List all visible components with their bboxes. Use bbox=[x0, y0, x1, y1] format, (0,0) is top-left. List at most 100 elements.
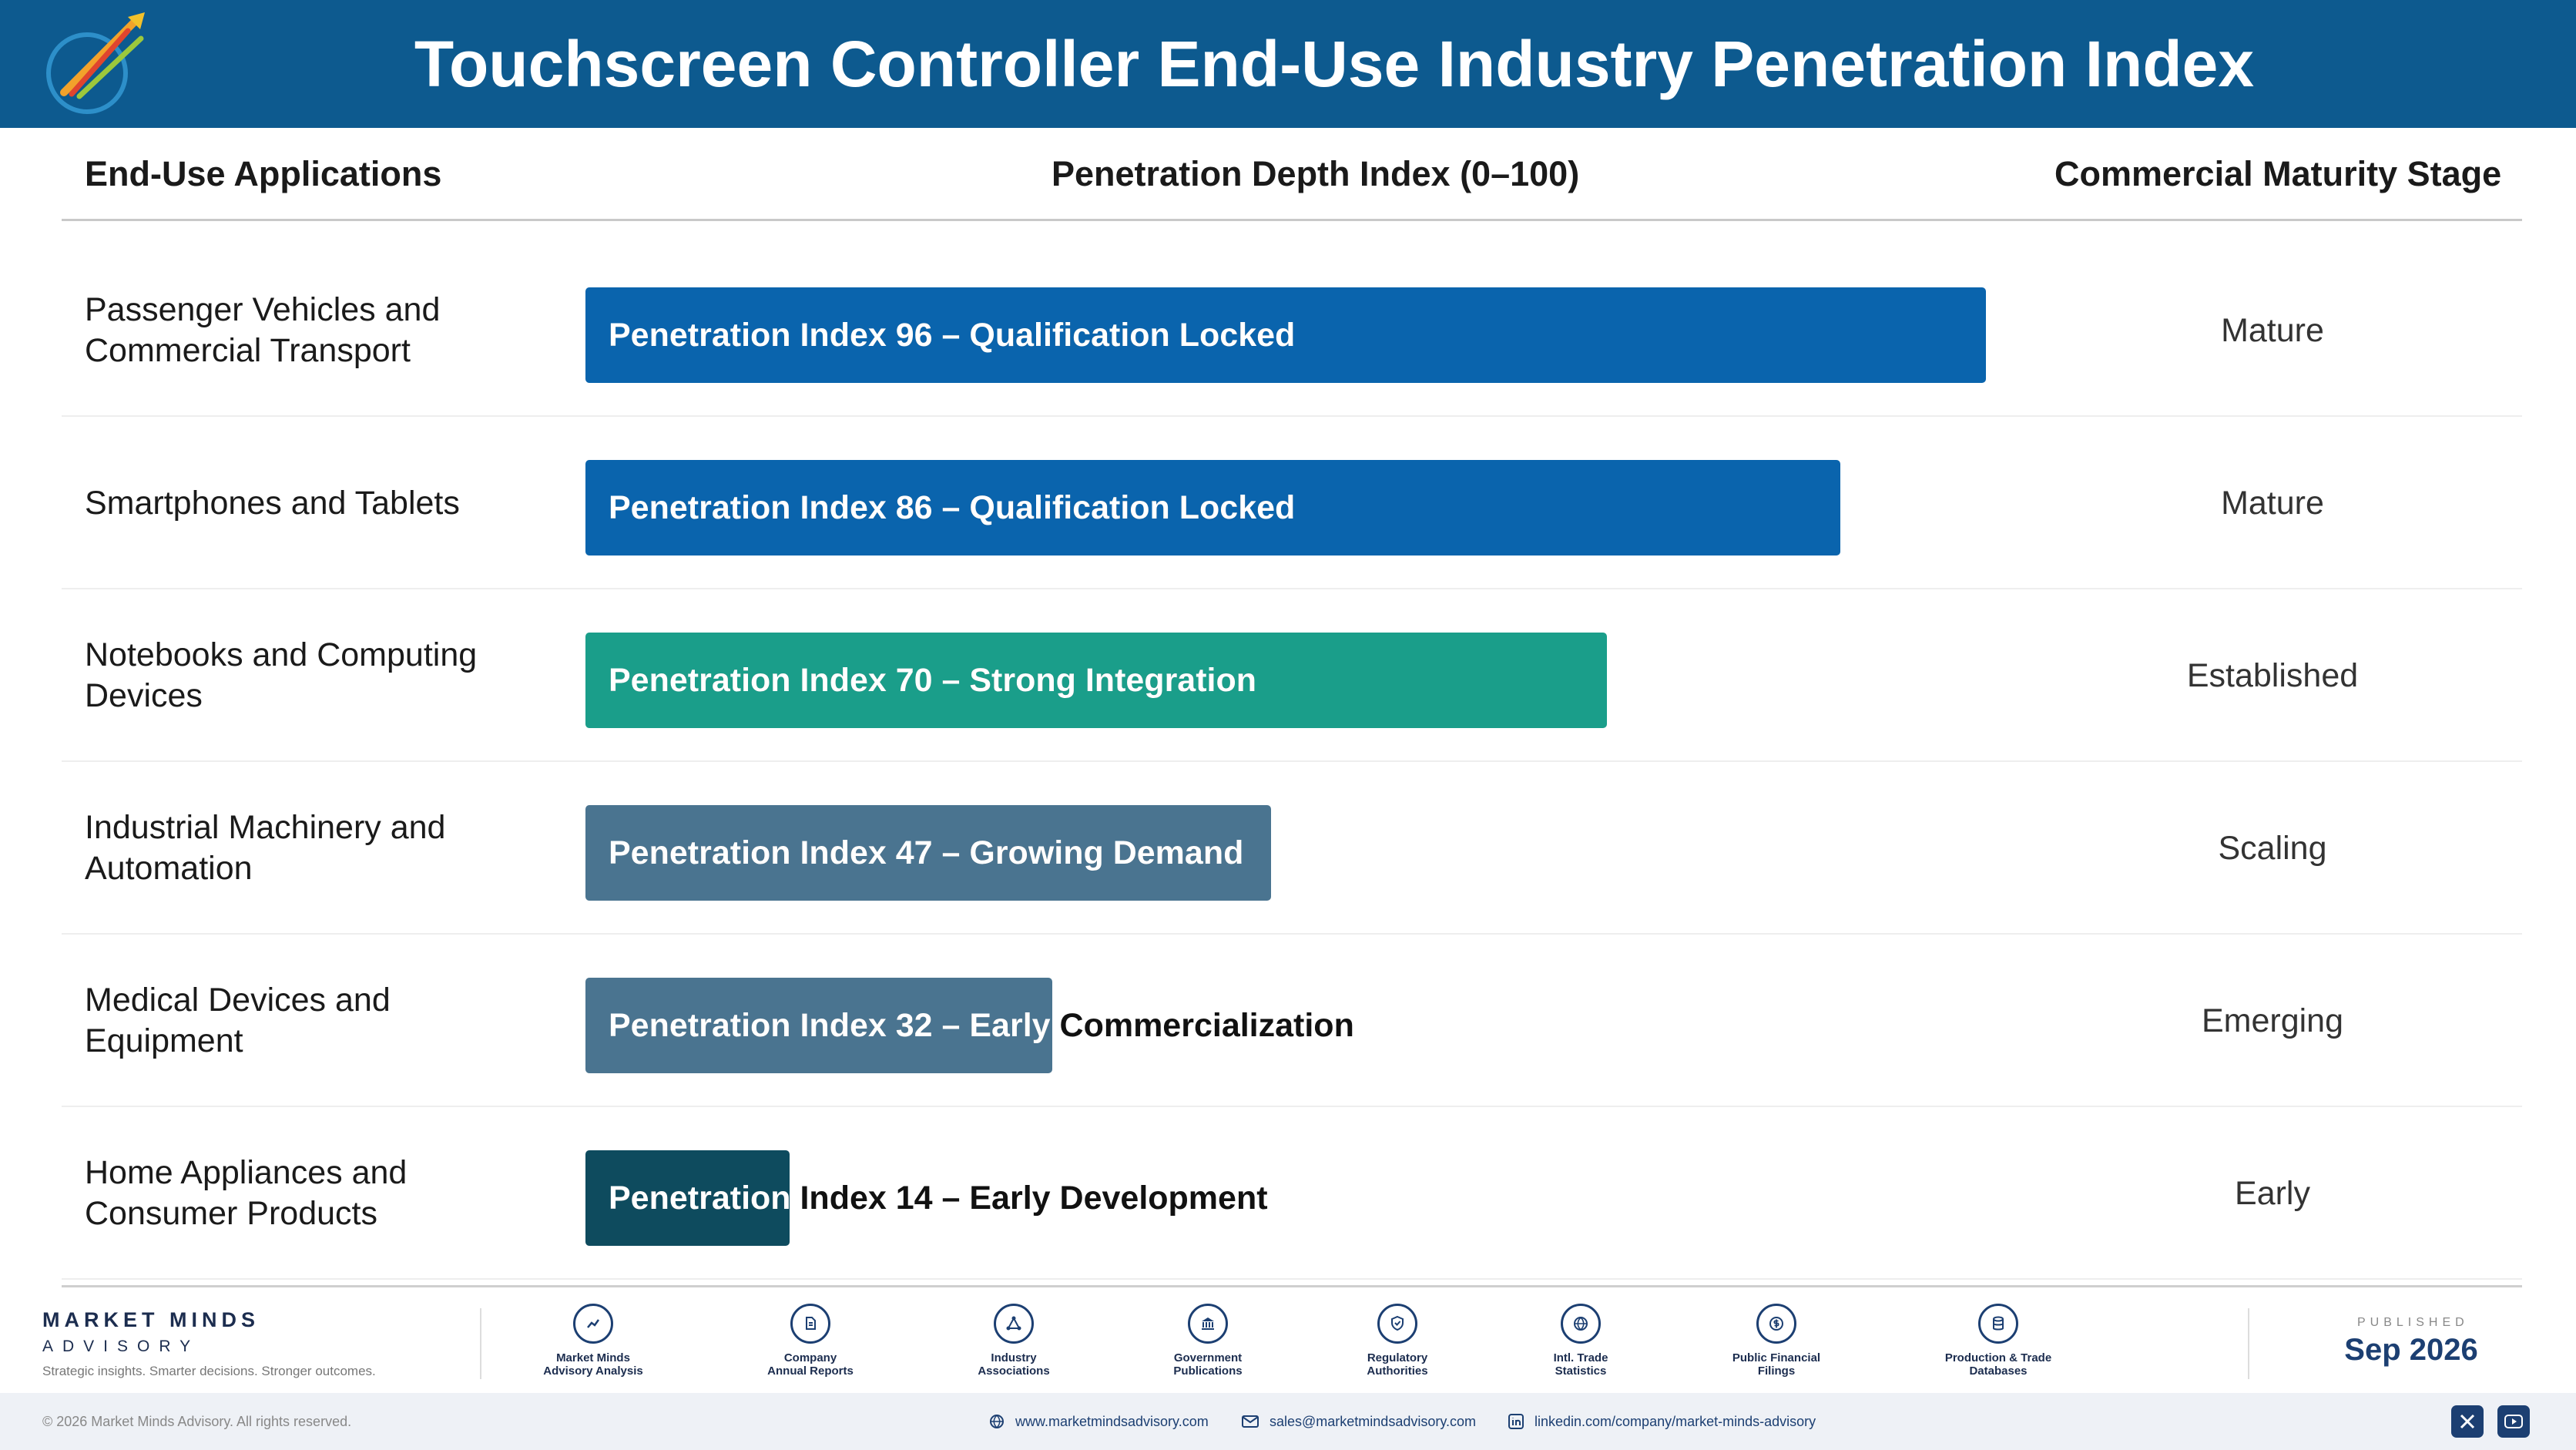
source-label-line2: Advisory Analysis bbox=[543, 1364, 643, 1378]
maturity-stage: Mature bbox=[2221, 485, 2324, 522]
source-item: Government Publications bbox=[1131, 1304, 1285, 1378]
website-text: www.marketmindsadvisory.com bbox=[1015, 1413, 1209, 1429]
maturity-stage: Mature bbox=[2221, 312, 2324, 349]
linkedin-icon bbox=[1508, 1414, 1524, 1429]
bar bbox=[585, 805, 1271, 901]
chart-row: Industrial Machinery and Automation Penet… bbox=[62, 762, 2522, 935]
linkedin-link[interactable]: linkedin.com/company/market-minds-adviso… bbox=[1508, 1393, 1816, 1450]
chart-row: Smartphones and Tablets Penetration Index… bbox=[62, 417, 2522, 589]
globe-icon bbox=[1561, 1304, 1601, 1344]
maturity-stage: Emerging bbox=[2201, 1002, 2344, 1039]
globe-icon bbox=[990, 1415, 1004, 1429]
source-label-line2: Filings bbox=[1757, 1364, 1796, 1378]
source-label-line1: Intl. Trade bbox=[1553, 1351, 1608, 1364]
copyright: © 2026 Market Minds Advisory. All rights… bbox=[42, 1414, 352, 1429]
coin-icon bbox=[1756, 1304, 1796, 1344]
bar bbox=[585, 978, 1052, 1073]
source-label: Government Publications bbox=[1131, 1351, 1285, 1378]
chart-row: Notebooks and Computing Devices Penetrati… bbox=[62, 589, 2522, 762]
chart-bottom-divider bbox=[62, 1285, 2522, 1287]
published-label: PUBLISHED bbox=[2357, 1316, 2469, 1329]
column-header-stage: Commercial Maturity Stage bbox=[2054, 154, 2502, 193]
source-item: Company Annual Reports bbox=[733, 1304, 887, 1378]
footer-divider bbox=[480, 1308, 481, 1379]
header-banner: Touchscreen Controller End-Use Industry … bbox=[0, 0, 2576, 128]
category-label: Notebooks and Computing Devices bbox=[85, 636, 478, 714]
bar-label-overlay: Penetration Index 70 – Strong Integratio… bbox=[609, 662, 1257, 699]
brand-name: MARKET MINDS bbox=[42, 1308, 260, 1331]
row-divider bbox=[62, 1106, 2522, 1107]
chart-row: Home Appliances and Consumer Products Pen… bbox=[62, 1107, 2522, 1280]
bar bbox=[585, 287, 1986, 383]
bar bbox=[585, 1150, 790, 1246]
source-label-line2: Authorities bbox=[1367, 1364, 1428, 1378]
source-item: Market Minds Advisory Analysis bbox=[516, 1304, 670, 1378]
youtube-icon bbox=[2504, 1415, 2523, 1428]
bar bbox=[585, 633, 1607, 728]
source-label: Company Annual Reports bbox=[733, 1351, 887, 1378]
brand-tagline: Strategic insights. Smarter decisions. S… bbox=[42, 1364, 376, 1378]
source-item: Industry Associations bbox=[937, 1304, 1091, 1378]
source-label-line2: Publications bbox=[1173, 1364, 1243, 1378]
mail-icon bbox=[1242, 1415, 1259, 1428]
source-label: Production & Trade Databases bbox=[1921, 1351, 2075, 1378]
linkedin-text: linkedin.com/company/market-minds-adviso… bbox=[1535, 1413, 1816, 1429]
email-text: sales@marketmindsadvisory.com bbox=[1270, 1413, 1477, 1429]
column-header-index: Penetration Depth Index (0–100) bbox=[1052, 154, 1580, 193]
category-label: Smartphones and Tablets bbox=[85, 484, 460, 522]
bar-label: Penetration Index 14 – Early Development bbox=[609, 1180, 1268, 1217]
website-link[interactable]: www.marketmindsadvisory.com bbox=[989, 1393, 1209, 1450]
bar-label: Penetration Index 32 – Early Commerciali… bbox=[609, 1007, 1354, 1044]
maturity-stage: Early bbox=[2235, 1175, 2310, 1212]
source-item: Public Financial Filings bbox=[1699, 1304, 1853, 1378]
row-divider bbox=[62, 415, 2522, 417]
source-item: Production & Trade Databases bbox=[1921, 1304, 2075, 1378]
source-label-line1: Market Minds bbox=[556, 1351, 630, 1364]
category-label: Medical Devices and Equipment bbox=[85, 982, 391, 1059]
category-label: Home Appliances and Consumer Products bbox=[85, 1154, 408, 1232]
chart-row: Passenger Vehicles and Commercial Transp… bbox=[62, 244, 2522, 417]
logo-icon bbox=[46, 12, 145, 114]
source-label-line1: Government bbox=[1173, 1351, 1243, 1364]
bar-label: Penetration Index 86 – Qualification Loc… bbox=[609, 489, 1296, 526]
chart-line-icon bbox=[573, 1304, 613, 1344]
bar bbox=[585, 460, 1840, 555]
source-label-line1: Public Financial bbox=[1732, 1351, 1821, 1364]
row-divider bbox=[62, 760, 2522, 762]
bar-label-overlay: Penetration Index 96 – Qualification Loc… bbox=[609, 317, 1296, 354]
source-label: Regulatory Authorities bbox=[1320, 1351, 1474, 1378]
source-label: Industry Associations bbox=[937, 1351, 1091, 1378]
source-label-line1: Industry bbox=[991, 1351, 1037, 1364]
footer-contact-strip: © 2026 Market Minds Advisory. All rights… bbox=[0, 1393, 2576, 1450]
header-divider bbox=[62, 219, 2522, 221]
category-label: Passenger Vehicles and Commercial Transp… bbox=[85, 291, 441, 369]
page-title: Touchscreen Controller End-Use Industry … bbox=[414, 28, 2255, 100]
source-item: Regulatory Authorities bbox=[1320, 1304, 1474, 1378]
bar-label-overlay: Penetration Index 86 – Qualification Loc… bbox=[609, 489, 1296, 526]
email-link[interactable]: sales@marketmindsadvisory.com bbox=[1242, 1393, 1476, 1450]
source-label-line1: Company bbox=[783, 1351, 837, 1364]
bar-label: Penetration Index 96 – Qualification Loc… bbox=[609, 317, 1296, 354]
database-icon bbox=[1978, 1304, 2018, 1344]
published-date: Sep 2026 bbox=[2344, 1333, 2478, 1367]
category-label: Industrial Machinery and Automation bbox=[85, 809, 446, 887]
bar-label: Penetration Index 70 – Strong Integratio… bbox=[609, 662, 1257, 699]
source-label-line2: Databases bbox=[1969, 1364, 2028, 1378]
source-label-line2: Statistics bbox=[1555, 1364, 1607, 1378]
x-icon bbox=[2460, 1414, 2475, 1429]
document-icon bbox=[790, 1304, 830, 1344]
youtube-social-button[interactable] bbox=[2497, 1405, 2530, 1438]
source-label-line2: Associations bbox=[978, 1364, 1050, 1378]
building-icon bbox=[1188, 1304, 1228, 1344]
source-label-line1: Production & Trade bbox=[1944, 1351, 2052, 1364]
footer-divider bbox=[2248, 1308, 2249, 1379]
bar-label: Penetration Index 47 – Growing Demand bbox=[609, 834, 1244, 871]
chart-row: Medical Devices and Equipment Penetration… bbox=[62, 935, 2522, 1107]
row-divider bbox=[62, 933, 2522, 935]
column-header-applications: End-Use Applications bbox=[85, 154, 442, 193]
network-icon bbox=[994, 1304, 1034, 1344]
bar-label-overlay: Penetration Index 47 – Growing Demand bbox=[609, 834, 1244, 871]
x-social-button[interactable] bbox=[2451, 1405, 2484, 1438]
source-label: Intl. Trade Statistics bbox=[1504, 1351, 1658, 1378]
source-label: Market Minds Advisory Analysis bbox=[516, 1351, 670, 1378]
